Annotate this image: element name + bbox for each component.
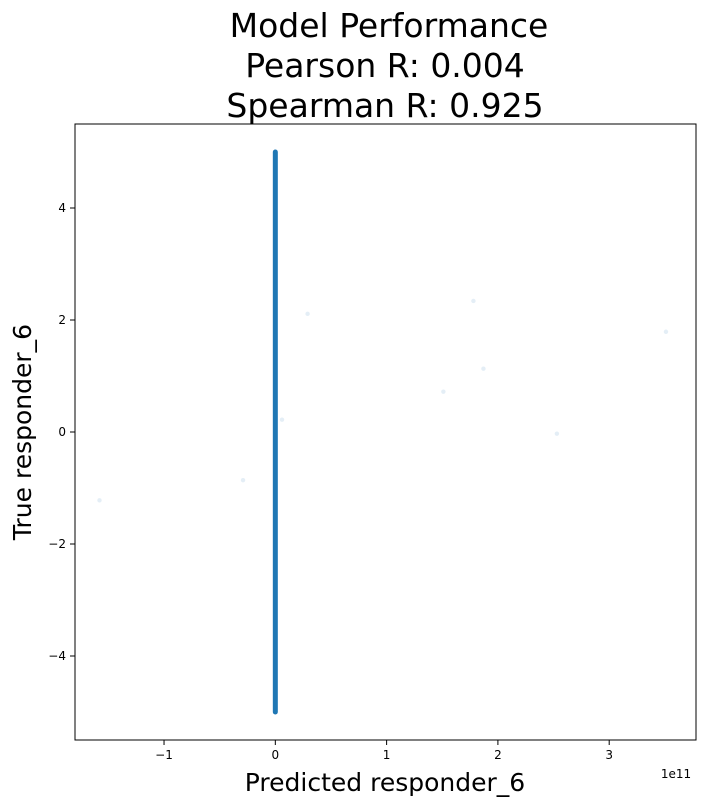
- data-point: [305, 311, 310, 317]
- y-axis-ticks: −4 −2 0 2 4: [48, 201, 75, 663]
- outlier-points: [97, 298, 669, 503]
- data-point: [554, 431, 560, 436]
- title-line-2: Pearson R: 0.004: [245, 46, 525, 85]
- y-tick-label: 0: [58, 425, 66, 439]
- chart-title: Model Performance Pearson R: 0.004 Spear…: [226, 6, 548, 125]
- y-tick-label: 2: [58, 313, 66, 327]
- x-axis-offset-label: 1e11: [661, 767, 691, 781]
- data-point: [663, 329, 669, 334]
- title-line-1: Model Performance: [230, 6, 549, 45]
- x-axis-label: Predicted responder_6: [245, 768, 525, 797]
- x-axis-ticks: −1 0 1 2 3: [155, 740, 613, 762]
- x-tick-label: −1: [155, 748, 173, 762]
- data-point: [279, 417, 285, 422]
- y-tick-label: −4: [48, 649, 66, 663]
- x-tick-label: 1: [383, 748, 391, 762]
- title-line-3: Spearman R: 0.925: [226, 86, 543, 125]
- y-axis-label: True responder_6: [8, 324, 37, 541]
- x-tick-label: 2: [494, 748, 502, 762]
- data-point: [441, 389, 446, 394]
- data-point: [97, 498, 102, 503]
- plot-area: [74, 123, 697, 741]
- data-point: [240, 477, 246, 483]
- data-point: [471, 298, 476, 304]
- plot-frame: [74, 123, 697, 741]
- data-point: [481, 366, 486, 371]
- x-tick-label: 0: [272, 748, 280, 762]
- x-tick-label: 3: [605, 748, 613, 762]
- y-tick-label: −2: [48, 537, 66, 551]
- y-tick-label: 4: [58, 201, 66, 215]
